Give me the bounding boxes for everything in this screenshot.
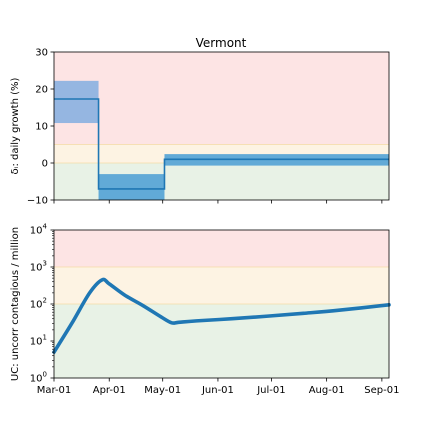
bottom-y-axis-label: UC: uncorr contagious / million: [10, 227, 21, 381]
zone-red: [54, 52, 389, 145]
top-y-axis-label: δᵢ: daily growth (%): [10, 77, 21, 174]
growth-panel: −10 0 10 20 30: [27, 48, 390, 207]
x-tick-label: Sep-01: [364, 385, 399, 396]
y-tick-label: 101: [30, 334, 47, 348]
y-tick-label: 0: [42, 159, 48, 170]
y-tick-label: 10: [35, 122, 48, 133]
zone-yellow: [54, 267, 389, 304]
confidence-band: [98, 174, 165, 200]
contagious-curve: [52, 277, 391, 354]
x-tick-label: Aug-01: [309, 385, 345, 396]
y-tick-label: 20: [35, 85, 48, 96]
x-tick-label: Jul-01: [256, 385, 285, 396]
chart-title: Vermont: [196, 36, 247, 50]
y-tick-label: 102: [30, 297, 47, 311]
y-tick-label: −10: [27, 196, 48, 207]
zone-red: [54, 230, 389, 267]
confidence-band: [54, 80, 99, 124]
growth-step-line: [54, 98, 389, 190]
x-tick-label: Mar-01: [37, 385, 72, 396]
x-tick-label: Apr-01: [93, 385, 126, 396]
y-tick-label: 104: [30, 223, 48, 237]
y-tick-label: 103: [30, 260, 47, 274]
y-tick-label: 100: [30, 371, 47, 385]
x-tick-label: May-01: [144, 385, 181, 396]
x-tick-label: Jun-01: [201, 385, 234, 396]
contagious-panel: 100 101 102 103 104 Mar-01 Apr-01 May-01 Jun-01 J…: [30, 223, 400, 397]
zone-green: [54, 304, 389, 378]
y-tick-label: 30: [35, 48, 48, 59]
